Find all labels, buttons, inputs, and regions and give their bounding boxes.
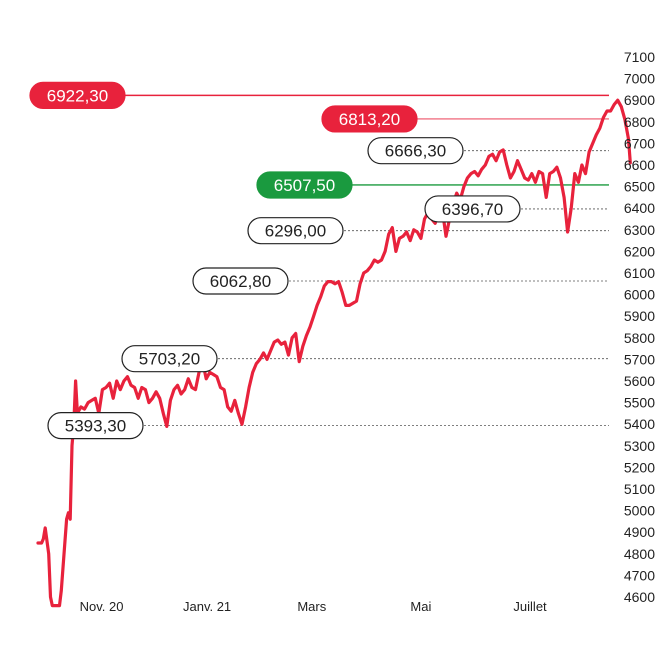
value-badge-label: 6507,50 [274, 176, 335, 195]
x-tick-label: Mai [410, 599, 431, 614]
value-badge-bg [192, 267, 289, 295]
y-tick-label: 4900 [624, 524, 655, 540]
x-axis: Nov. 20 Janv. 21 Mars Mai Juillet [80, 599, 547, 614]
value-badge-label: 6666,30 [385, 142, 446, 161]
value-badge-bg [424, 195, 521, 223]
y-tick-label: 6000 [624, 287, 655, 303]
value-labels: 6922,30 6813,20 6666,30 6507,50 6396,70 6296,… [29, 81, 521, 440]
value-badge-label: 6296,00 [265, 222, 326, 241]
y-tick-label: 5000 [624, 503, 655, 519]
y-axis: 7100 7000 6900 6800 6700 6600 6500 6400 6300 6200… [624, 49, 655, 605]
value-badge-bg [256, 171, 353, 199]
y-tick-label: 5200 [624, 459, 655, 475]
value-badge: 6813,20 [321, 105, 418, 133]
x-tick-label: Janv. 21 [183, 599, 231, 614]
y-tick-label: 6700 [624, 135, 655, 151]
value-badge: 6666,30 [367, 137, 464, 165]
y-tick-label: 5300 [624, 438, 655, 454]
value-badge-bg [121, 345, 218, 373]
value-badge-bg [29, 81, 126, 109]
y-tick-label: 5500 [624, 395, 655, 411]
value-badge: 6507,50 [256, 171, 353, 199]
value-badge: 5703,20 [121, 345, 218, 373]
value-badge-bg [47, 412, 144, 440]
index-line [36, 98, 632, 608]
y-tick-label: 6500 [624, 179, 655, 195]
y-tick-label: 5600 [624, 373, 655, 389]
y-tick-label: 5100 [624, 481, 655, 497]
value-badge-label: 6922,30 [47, 86, 108, 105]
x-tick-label: Juillet [513, 599, 547, 614]
reference-lines [30, 94, 609, 427]
y-tick-label: 6300 [624, 222, 655, 238]
y-tick-label: 5800 [624, 330, 655, 346]
y-tick-label: 4800 [624, 546, 655, 562]
y-tick-label: 4700 [624, 567, 655, 583]
y-tick-label: 6400 [624, 200, 655, 216]
y-tick-label: 5400 [624, 416, 655, 432]
y-tick-label: 5900 [624, 308, 655, 324]
y-tick-label: 5700 [624, 351, 655, 367]
value-badge-label: 5703,20 [139, 350, 200, 369]
x-tick-label: Nov. 20 [80, 599, 124, 614]
value-badge-label: 6062,80 [210, 272, 271, 291]
y-tick-label: 4600 [624, 589, 655, 605]
value-badge-label: 6813,20 [339, 110, 400, 129]
y-tick-label: 6600 [624, 157, 655, 173]
value-badge-bg [247, 217, 344, 245]
y-tick-label: 7000 [624, 71, 655, 87]
value-badge-bg [321, 105, 418, 133]
y-tick-label: 6100 [624, 265, 655, 281]
x-tick-label: Mars [297, 599, 326, 614]
y-tick-label: 7100 [624, 49, 655, 65]
y-tick-label: 6800 [624, 114, 655, 130]
value-badge: 6062,80 [192, 267, 289, 295]
value-badge: 6922,30 [29, 81, 126, 109]
value-badge: 6296,00 [247, 217, 344, 245]
value-badge-bg [367, 137, 464, 165]
y-tick-label: 6200 [624, 243, 655, 259]
value-badge: 5393,30 [47, 412, 144, 440]
y-tick-label: 6900 [624, 92, 655, 108]
value-badge: 6396,70 [424, 195, 521, 223]
value-badge-label: 5393,30 [65, 417, 126, 436]
series-layer [36, 98, 632, 608]
value-badge-label: 6396,70 [442, 200, 503, 219]
